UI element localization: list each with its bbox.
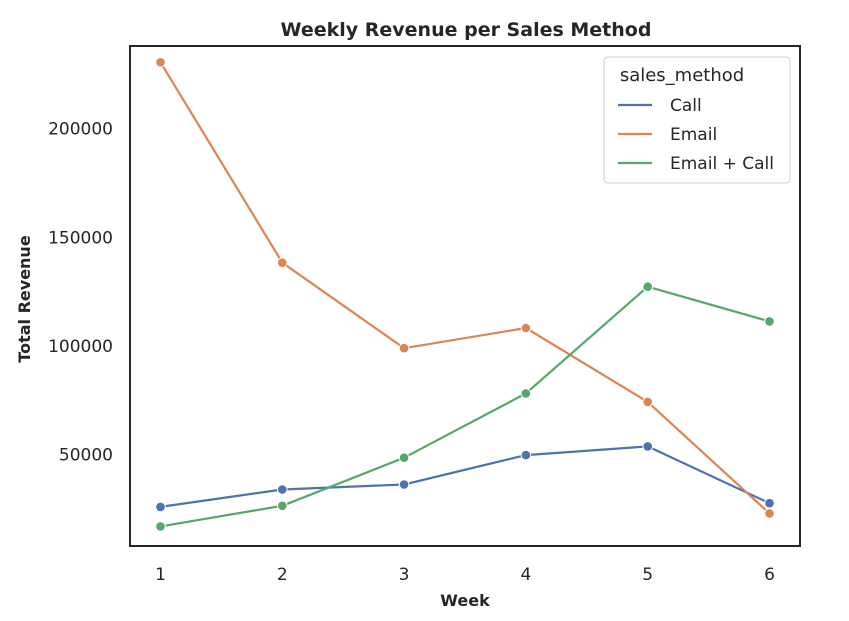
data-point-2-1	[277, 500, 288, 512]
data-point-0-5	[764, 497, 775, 509]
y-tick-label: 150000	[48, 228, 113, 248]
legend-title: sales_method	[620, 65, 744, 86]
legend-frame	[603, 56, 791, 184]
x-axis-ticks: 1 2 3 4 5 6	[155, 565, 775, 585]
data-point-0-3	[520, 449, 532, 461]
series-line-2	[159, 285, 771, 528]
plot-content	[155, 57, 775, 532]
series-line-0	[159, 445, 771, 508]
data-point-1-1	[277, 257, 288, 269]
chart-title: Weekly Revenue per Sales Method	[281, 19, 652, 41]
data-point-1-5	[764, 508, 775, 519]
data-point-0-2	[398, 479, 410, 490]
data-point-1-2	[398, 342, 410, 354]
data-point-0-0	[155, 501, 166, 513]
x-tick-label: 1	[155, 565, 166, 585]
data-point-1-0	[155, 57, 166, 68]
y-axis-ticks: 50000 100000 150000 200000	[48, 120, 113, 466]
x-tick-label: 5	[642, 565, 653, 585]
x-tick-label: 2	[277, 565, 288, 585]
data-point-2-4	[642, 281, 654, 293]
plot-frame	[129, 45, 801, 547]
series-line-1	[159, 61, 771, 515]
legend: sales_method Call Email Email + Call	[603, 56, 791, 184]
legend-label-0: Call	[670, 96, 702, 116]
legend-label-1: Email	[670, 125, 717, 145]
data-point-2-2	[398, 452, 410, 464]
y-tick-label: 100000	[48, 337, 113, 357]
data-point-2-0	[155, 521, 166, 532]
data-point-0-4	[642, 441, 654, 452]
x-axis-label: Week	[440, 591, 490, 610]
y-tick-label: 200000	[48, 120, 113, 140]
legend-label-2: Email + Call	[670, 154, 774, 174]
data-point-1-3	[520, 322, 532, 334]
data-point-2-3	[520, 388, 532, 399]
legend-items: Call Email Email + Call	[618, 96, 774, 174]
data-point-0-1	[277, 484, 288, 495]
x-tick-label: 3	[399, 565, 410, 585]
x-tick-label: 4	[520, 565, 531, 585]
x-tick-label: 6	[764, 565, 775, 585]
y-axis-label: Total Revenue	[15, 235, 34, 363]
y-tick-label: 50000	[59, 446, 113, 466]
data-point-1-4	[642, 396, 654, 408]
data-point-2-5	[764, 316, 775, 327]
